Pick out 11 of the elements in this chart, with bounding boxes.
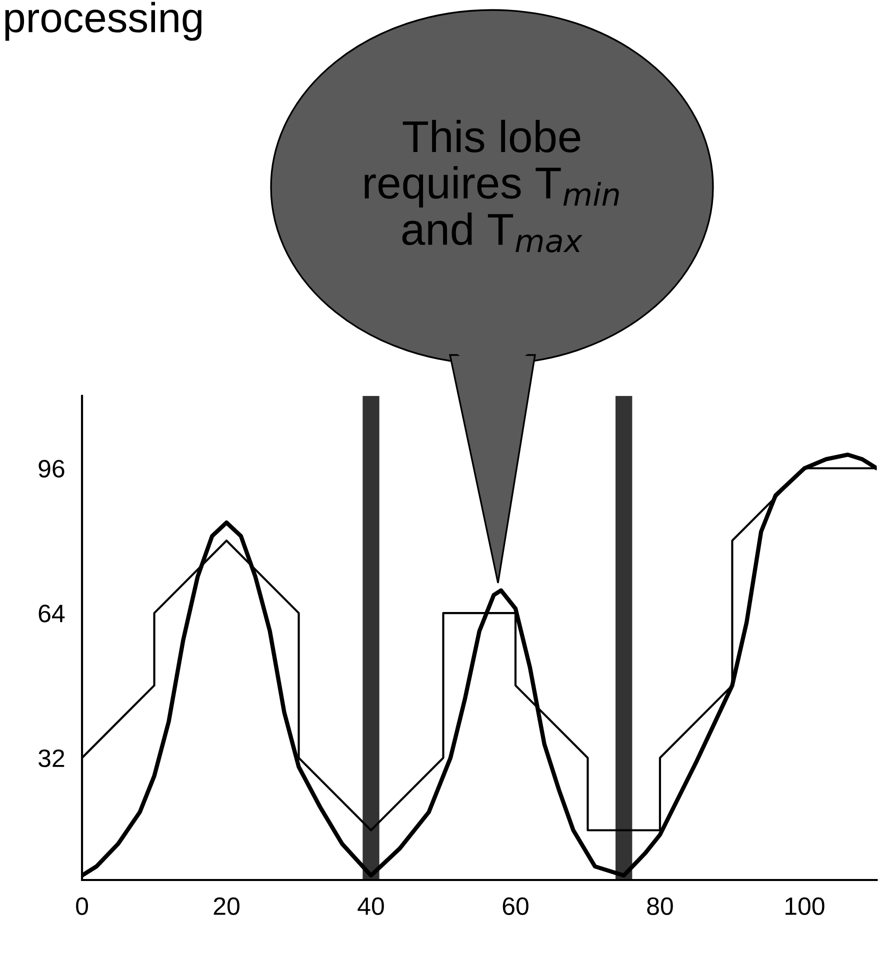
y-tick-label: 32 bbox=[38, 749, 64, 768]
x-tick-label: 100 bbox=[786, 897, 824, 916]
x-tick-label: 40 bbox=[358, 897, 384, 916]
chart-title: processing bbox=[5, 2, 202, 41]
text: This lobe requires T$_{min}$ and T$_{max}$ bbox=[364, 120, 619, 252]
x-tick-label: 0 bbox=[76, 897, 88, 916]
x-tick-label: 60 bbox=[502, 897, 528, 916]
y-tick-label: 96 bbox=[38, 460, 64, 478]
y-tick-label: 64 bbox=[38, 604, 65, 622]
x-tick-label: 20 bbox=[214, 897, 240, 916]
x-tick-label: 80 bbox=[647, 897, 673, 916]
